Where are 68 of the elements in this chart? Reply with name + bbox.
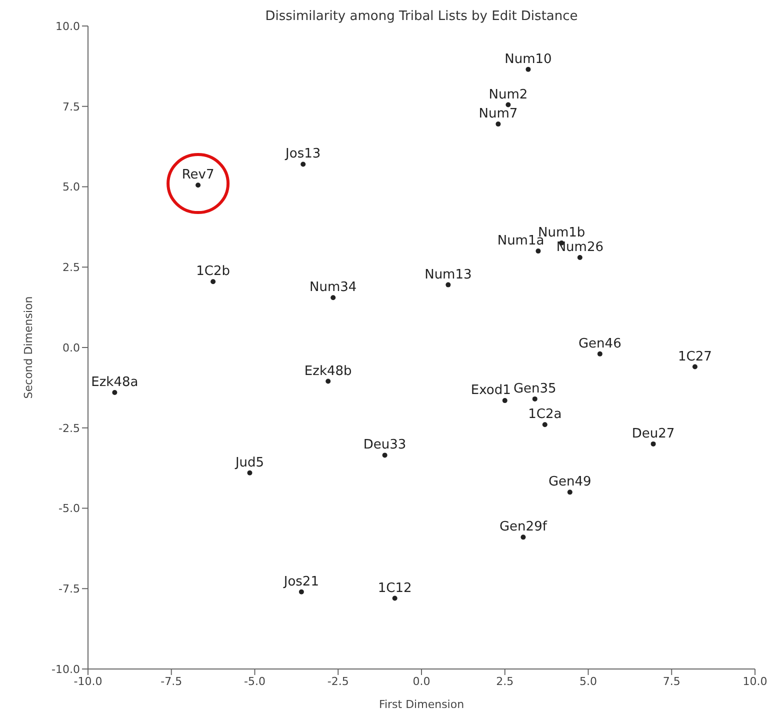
data-label: Num34 [310, 280, 357, 296]
data-label: Gen49 [548, 474, 592, 490]
x-tick-label: 5.0 [580, 674, 597, 688]
point [520, 534, 526, 540]
point [577, 254, 582, 260]
data-label: Gen35 [513, 381, 556, 396]
data-label: 1C12 [378, 580, 412, 596]
data-label: Deu33 [363, 438, 406, 453]
point [196, 182, 201, 188]
point [446, 282, 451, 288]
point [330, 295, 336, 300]
data-label: Gen29f [500, 520, 548, 535]
data-label: Ezk48b [304, 364, 352, 379]
y-tick-label: 10.0 [56, 20, 80, 33]
point [298, 589, 304, 594]
y-tick-label: 2.5 [62, 261, 80, 274]
data-label: Num2 [488, 87, 528, 102]
y-axis-title: Second Dimension [22, 296, 35, 399]
x-tick-label: 10.0 [742, 674, 768, 688]
x-tick-label: -2.5 [327, 674, 349, 688]
y-tick-label: -10.0 [52, 662, 80, 676]
y-tick-label: 7.5 [62, 100, 80, 114]
point [526, 66, 531, 72]
point [536, 248, 541, 254]
point [300, 162, 306, 167]
data-label: Num10 [504, 52, 552, 67]
point [496, 122, 501, 127]
point [502, 398, 508, 404]
point [692, 364, 698, 370]
y-tick-label: 5.0 [62, 180, 80, 194]
x-tick-label: -7.5 [160, 674, 182, 688]
point [326, 378, 331, 384]
data-label: 1C27 [678, 349, 712, 364]
point [532, 396, 538, 402]
data-label: Gen46 [578, 336, 622, 352]
data-label: Num13 [424, 267, 472, 282]
data-label: Jud5 [234, 455, 264, 470]
data-label: Jos21 [282, 574, 319, 590]
point [112, 390, 118, 396]
x-tick-label: -5.0 [244, 674, 266, 688]
data-label: 1C2a [528, 407, 562, 422]
y-tick-label: -5.0 [58, 502, 80, 516]
data-label: Rev7 [182, 168, 214, 183]
x-tick-label: 7.5 [662, 674, 680, 688]
point [210, 279, 216, 284]
point [247, 470, 252, 476]
point [506, 102, 511, 108]
data-label: Deu27 [632, 426, 675, 442]
x-tick-label: 2.5 [496, 674, 514, 688]
y-tick-label: -7.5 [58, 582, 80, 596]
data-label: Num26 [556, 240, 604, 255]
data-label: Jos13 [284, 146, 321, 162]
data-label: Ezk48a [91, 375, 138, 390]
point [567, 490, 572, 495]
point [597, 351, 602, 356]
y-tick-label: -2.5 [58, 422, 80, 435]
point [382, 452, 388, 458]
x-tick-label: -10.0 [74, 674, 102, 688]
data-label: Num7 [478, 106, 518, 122]
y-tick-label: 0.0 [62, 341, 80, 354]
data-label: 1C2b [196, 264, 230, 280]
data-label: Exod1 [470, 383, 511, 398]
chart-title: Dissimilarity among Tribal Lists by Edit Distance [265, 9, 578, 24]
x-axis-title: First Dimension [378, 698, 464, 709]
x-tick-label: 0.0 [412, 674, 430, 688]
point [542, 422, 548, 428]
point [650, 441, 656, 446]
point [392, 596, 398, 601]
